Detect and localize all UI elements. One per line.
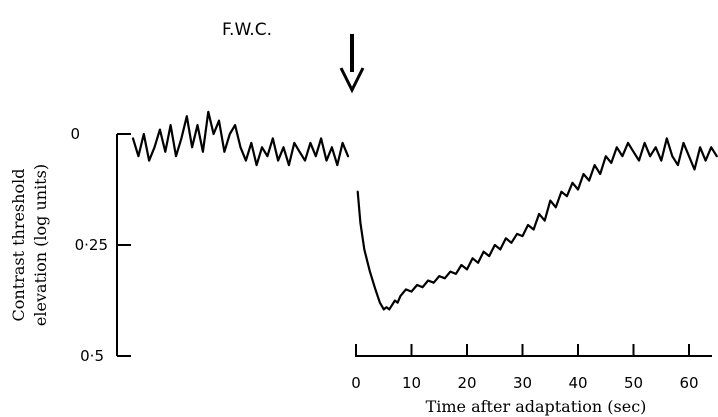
y-axis: 0 0·25 0·5 bbox=[70, 125, 131, 365]
y-tick-label: 0 bbox=[70, 125, 80, 143]
subject-label: F.W.C. bbox=[222, 20, 272, 40]
x-tick-label: 10 bbox=[402, 374, 421, 392]
x-ticks: 0 10 20 30 40 50 60 bbox=[351, 344, 698, 392]
x-axis-label: Time after adaptation (sec) bbox=[426, 397, 647, 416]
x-tick-label: 50 bbox=[624, 374, 643, 392]
recovery-trace bbox=[358, 138, 717, 309]
y-axis-label-line1: Contrast threshold bbox=[9, 169, 28, 322]
y-axis-label-line2: elevation (log units) bbox=[31, 164, 50, 326]
data-traces bbox=[133, 112, 717, 310]
x-tick-label: 0 bbox=[351, 374, 361, 392]
x-axis: 0 10 20 30 40 50 60 bbox=[351, 344, 712, 392]
x-tick-label: 60 bbox=[679, 374, 698, 392]
adaptation-arrow-icon bbox=[341, 34, 363, 90]
y-tick-label: 0·25 bbox=[75, 236, 108, 254]
x-tick-label: 30 bbox=[513, 374, 532, 392]
y-tick-label: 0·5 bbox=[80, 347, 104, 365]
baseline-trace bbox=[133, 112, 348, 165]
x-tick-label: 40 bbox=[568, 374, 587, 392]
x-tick-label: 20 bbox=[457, 374, 476, 392]
